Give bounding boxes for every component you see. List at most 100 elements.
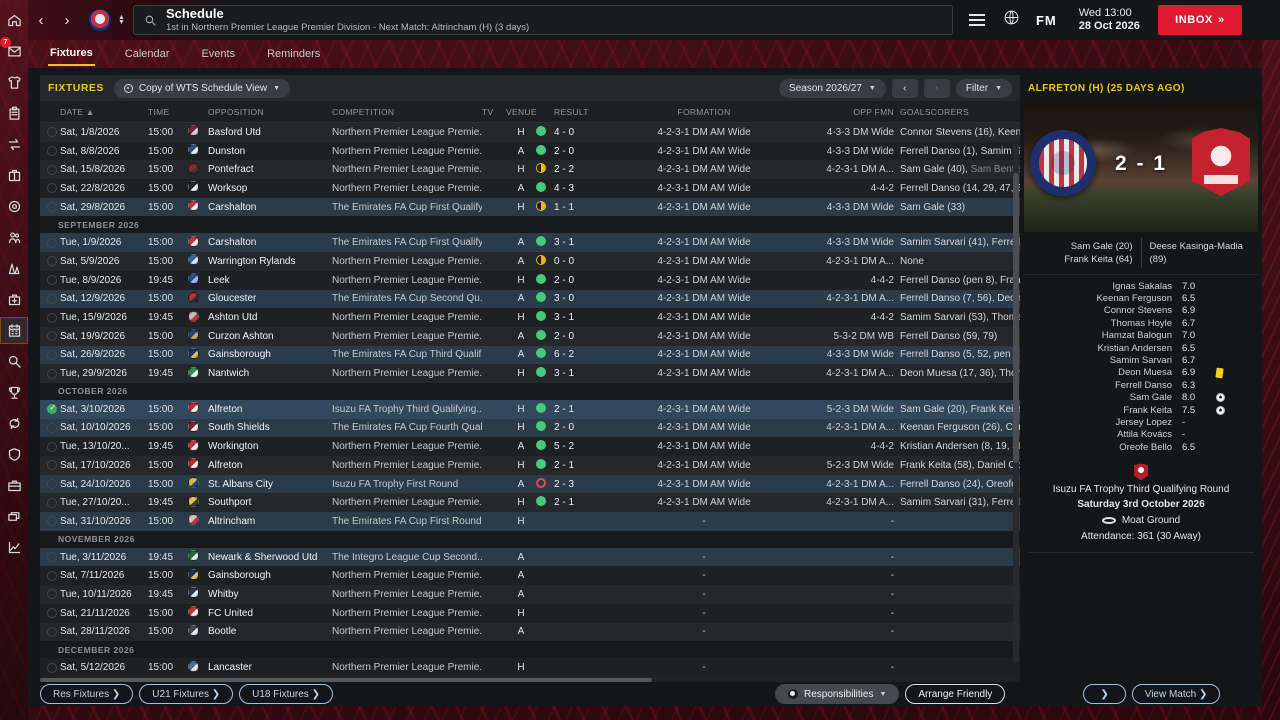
- player-rating-row[interactable]: Keenan Ferguson 6.5: [1020, 292, 1262, 304]
- fixture-row[interactable]: Sat, 24/10/2026 15:00 St. Albans City Isuzu…: [40, 474, 1020, 494]
- fixture-row[interactable]: Tue, 1/9/2026 15:00 Carshalton The Emirates…: [40, 233, 1020, 253]
- transfers-icon[interactable]: [1, 132, 27, 157]
- fixture-row[interactable]: Sat, 21/11/2026 15:00 FC United Northern Pr…: [40, 603, 1020, 623]
- search-icon[interactable]: [1, 349, 27, 374]
- player-rating-row[interactable]: Sam Gale 8.0: [1020, 392, 1262, 404]
- fixture-row[interactable]: Tue, 13/10/20... 19:45 Workington Northern …: [40, 437, 1020, 456]
- tab-calendar[interactable]: Calendar: [124, 48, 170, 60]
- player-rating-row[interactable]: Ignas Sakalas 7.0: [1020, 280, 1262, 292]
- responsibilities-dropdown[interactable]: Responsibilities ▼: [774, 684, 900, 704]
- fixture-row[interactable]: Sat, 22/8/2026 15:00 Worksop Northern Premi…: [40, 179, 1020, 198]
- column-formation[interactable]: FORMATION: [677, 106, 731, 117]
- fixture-row[interactable]: Tue, 10/11/2026 19:45 Whitby Northern Premi…: [40, 585, 1020, 604]
- previous-season-button[interactable]: ‹: [891, 78, 918, 98]
- player-rating-row[interactable]: Hamzat Balogun 7.0: [1020, 330, 1262, 342]
- menu-icon[interactable]: [968, 11, 985, 29]
- section-up-down-chevrons[interactable]: ▲ ▼: [118, 14, 125, 26]
- column-venue[interactable]: VENUE: [506, 106, 537, 117]
- schedule-icon[interactable]: [0, 317, 28, 344]
- player-rating-row[interactable]: Frank Keita 7.5: [1020, 404, 1262, 416]
- season-tickets-icon[interactable]: [1, 504, 27, 529]
- vertical-scrollbar[interactable]: [1013, 143, 1019, 663]
- dynamics-icon[interactable]: [1, 163, 27, 188]
- opp-formation-cell: -: [890, 551, 894, 563]
- tab-fixtures[interactable]: Fixtures: [48, 42, 95, 66]
- player-rating-row[interactable]: Connor Stevens 6.9: [1020, 305, 1262, 317]
- fixture-row[interactable]: Tue, 3/11/2026 19:45 Newark & Sherwood Utd…: [40, 547, 1020, 567]
- title-search-box[interactable]: Schedule 1st in Northern Premier League …: [132, 5, 953, 35]
- view-selector-dropdown[interactable]: Copy of WTS Schedule View ▼: [113, 78, 291, 98]
- fixture-row[interactable]: Sat, 1/8/2026 15:00 Basford Utd Northern Pr…: [40, 123, 1020, 142]
- fixture-row[interactable]: Tue, 27/10/20... 19:45 Southport Northern P…: [40, 493, 1020, 513]
- fixture-row[interactable]: Sat, 29/8/2026 15:00 Carshalton The Emirate…: [40, 197, 1020, 217]
- column-result[interactable]: RESULT: [554, 106, 589, 117]
- fixture-row[interactable]: Sat, 7/11/2026 15:00 Gainsborough Northern …: [40, 566, 1020, 586]
- analysis-icon[interactable]: [1, 535, 27, 560]
- fixture-row[interactable]: Sat, 10/10/2026 15:00 South Shields The Emi…: [40, 418, 1020, 438]
- formation-cell: 4-2-3-1 DM AM Wide: [657, 349, 751, 361]
- opp-formation-cell: 4-2-3-1 DM A...: [826, 164, 894, 176]
- fixture-row[interactable]: Tue, 8/9/2026 19:45 Leek Northern Premier L…: [40, 270, 1020, 290]
- fixture-row[interactable]: Sat, 31/10/2026 15:00 Altrincham The Emirat…: [40, 512, 1020, 531]
- tab-reminders[interactable]: Reminders: [267, 48, 321, 60]
- player-rating-row[interactable]: Ferrell Danso 6.3: [1020, 379, 1262, 391]
- fm-globe-icon[interactable]: [1003, 9, 1020, 31]
- fixture-row[interactable]: Sat, 5/12/2026 15:00 Lancaster Northern Pre…: [40, 658, 1020, 677]
- season-selector-dropdown[interactable]: Season 2026/27 ▼: [779, 78, 886, 98]
- filter-dropdown[interactable]: Filter ▼: [955, 78, 1012, 98]
- fixture-row[interactable]: Sat, 12/9/2026 15:00 Gloucester The Emirate…: [40, 289, 1020, 309]
- training-icon[interactable]: [1, 256, 27, 281]
- player-rating-row[interactable]: Jersey Lopez -: [1020, 416, 1262, 428]
- home-icon[interactable]: [1, 8, 27, 33]
- fixture-row[interactable]: Sat, 5/9/2026 15:00 Warrington Rylands Nort…: [40, 252, 1020, 271]
- column-date[interactable]: DATE ▲: [60, 106, 95, 117]
- scouting-icon[interactable]: [1, 194, 27, 219]
- column-time[interactable]: TIME: [148, 106, 170, 117]
- fixture-row[interactable]: Sat, 8/8/2026 15:00 Dunston Northern Premie…: [40, 141, 1020, 161]
- next-match-nav-button[interactable]: ❯: [1083, 684, 1126, 704]
- fixture-row[interactable]: Tue, 15/9/2026 19:45 Ashton Utd Northern Pr…: [40, 308, 1020, 327]
- column-tv[interactable]: TV: [482, 106, 494, 117]
- player-rating-row[interactable]: Oreofe Bello 6.5: [1020, 441, 1262, 453]
- fixture-row[interactable]: Tue, 29/9/2026 19:45 Nantwich Northern Prem…: [40, 364, 1020, 383]
- fixture-row[interactable]: Sat, 3/10/2026 15:00 Alfreton Isuzu FA Trop…: [40, 399, 1020, 419]
- res-fixtures-button[interactable]: Res Fixtures ❯: [40, 684, 134, 704]
- player-rating-row[interactable]: Kristian Andersen 6.5: [1020, 342, 1262, 354]
- column-opposition[interactable]: OPPOSITION: [208, 106, 264, 117]
- column-competition[interactable]: COMPETITION: [332, 106, 395, 117]
- view-match-button[interactable]: View Match ❯: [1131, 684, 1221, 704]
- arrange-friendly-button[interactable]: Arrange Friendly: [905, 684, 1006, 704]
- fixture-row[interactable]: Sat, 15/8/2026 15:00 Pontefract Northern Pr…: [40, 160, 1020, 180]
- u21-fixtures-button[interactable]: U21 Fixtures ❯: [139, 684, 234, 704]
- next-season-button[interactable]: ›: [923, 78, 950, 98]
- column-opp-fmn[interactable]: OPP FMN: [853, 106, 894, 117]
- inbox-button[interactable]: INBOX »: [1157, 5, 1242, 35]
- competitions-icon[interactable]: [1, 380, 27, 405]
- fixture-row[interactable]: Sat, 28/11/2026 15:00 Bootle Northern Premi…: [40, 622, 1020, 642]
- player-rating-row[interactable]: Samim Sarvari 6.7: [1020, 354, 1262, 366]
- history-forward-button[interactable]: ›: [64, 11, 70, 29]
- tab-events[interactable]: Events: [201, 48, 236, 60]
- transfer-centre-icon[interactable]: [1, 411, 27, 436]
- fixture-row[interactable]: Sat, 19/9/2026 15:00 Curzon Ashton Northern…: [40, 326, 1020, 346]
- player-rating-row[interactable]: Deon Muesa 6.9: [1020, 367, 1262, 379]
- scorers-strip: Sam Gale (20) Frank Keita (64) Deese Kasi…: [1024, 238, 1258, 275]
- match-photo[interactable]: 2 - 1: [1024, 100, 1258, 232]
- squad-icon[interactable]: [1, 70, 27, 95]
- player-rating-row[interactable]: Thomas Hoyle 6.7: [1020, 317, 1262, 329]
- horizontal-scrollbar[interactable]: [40, 678, 652, 682]
- last-match-header[interactable]: ALFRETON (H) (25 DAYS AGO): [1028, 83, 1185, 94]
- medical-icon[interactable]: [1, 287, 27, 312]
- column-goalscorers[interactable]: GOALSCORERS: [900, 106, 969, 117]
- u18-fixtures-button[interactable]: U18 Fixtures ❯: [239, 684, 333, 704]
- club-info-icon[interactable]: [1, 442, 27, 467]
- staff-icon[interactable]: [1, 225, 27, 250]
- inbox-icon[interactable]: 7: [0, 37, 27, 64]
- player-rating-row[interactable]: Attila Kovács -: [1020, 429, 1262, 441]
- club-badge-icon[interactable]: [88, 8, 112, 32]
- fixture-row[interactable]: Sat, 26/9/2026 15:00 Gainsborough The Emira…: [40, 345, 1020, 365]
- history-back-button[interactable]: ‹: [38, 11, 44, 29]
- finances-icon[interactable]: [1, 473, 27, 498]
- fixture-row[interactable]: Sat, 17/10/2026 15:00 Alfreton Northern Pre…: [40, 456, 1020, 475]
- tactics-icon[interactable]: [1, 101, 27, 126]
